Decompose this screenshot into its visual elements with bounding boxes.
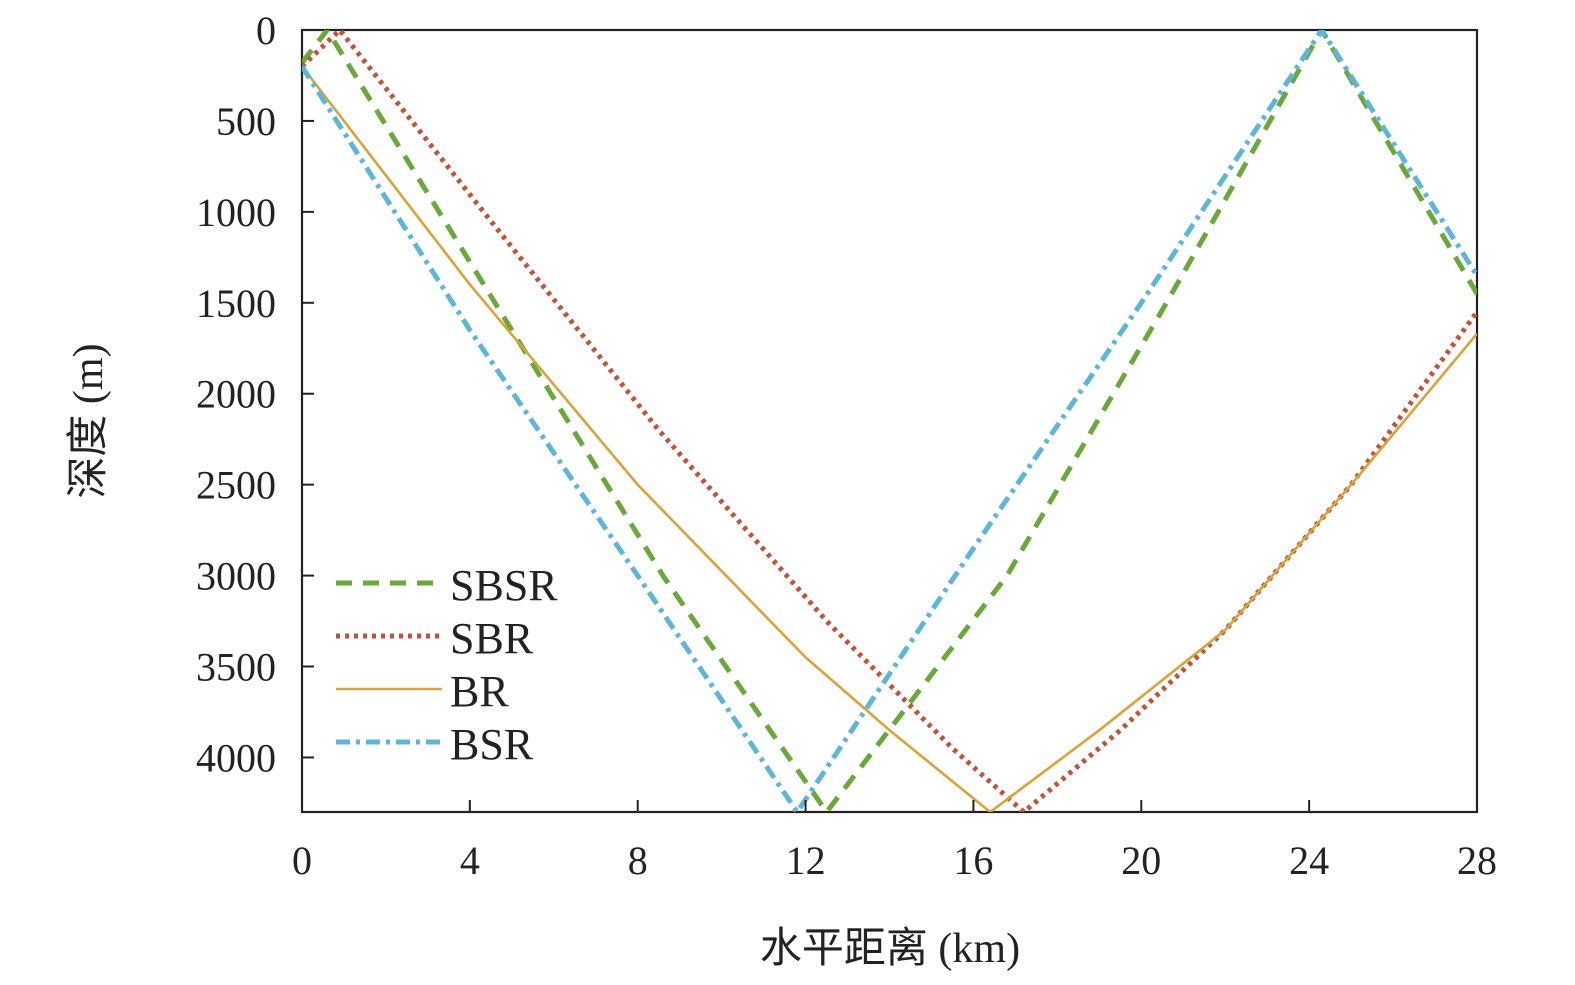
x-axis-title: 水平距离 (km) xyxy=(760,925,1020,972)
y-tick-label: 3000 xyxy=(196,554,276,599)
x-tick-label: 20 xyxy=(1121,838,1161,883)
legend-label-br: BR xyxy=(450,667,509,716)
legend-label-sbr: SBR xyxy=(450,614,534,663)
y-tick-label: 3500 xyxy=(196,645,276,690)
y-tick-label: 500 xyxy=(216,99,276,144)
x-tick-label: 24 xyxy=(1289,838,1329,883)
series-line-br xyxy=(302,65,1477,812)
legend-label-bsr: BSR xyxy=(450,720,534,769)
x-tick-label: 28 xyxy=(1457,838,1497,883)
x-tick-label: 0 xyxy=(292,838,312,883)
y-tick-label: 2500 xyxy=(196,463,276,508)
ticks: 0 4 8 12 16 20 24 28 0 500 1000 1500 2000 2500 3000 350… xyxy=(196,8,1497,883)
series-line-sbsr xyxy=(302,30,1477,812)
series-line-bsr xyxy=(302,30,1477,812)
x-tick-label: 4 xyxy=(460,838,480,883)
y-axis-title: 深度 (m) xyxy=(66,343,112,498)
y-tick-label: 4000 xyxy=(196,735,276,780)
x-tick-label: 12 xyxy=(786,838,826,883)
series-layer xyxy=(302,30,1477,812)
legend-label-sbsr: SBSR xyxy=(450,561,558,610)
y-tick-label: 1500 xyxy=(196,281,276,326)
plot-frame xyxy=(300,28,1479,814)
x-tick-label: 16 xyxy=(953,838,993,883)
y-tick-label: 1000 xyxy=(196,190,276,235)
y-tick-label: 0 xyxy=(256,8,276,53)
x-tick-label: 8 xyxy=(628,838,648,883)
axes xyxy=(300,28,1479,814)
y-tick-label: 2000 xyxy=(196,372,276,417)
